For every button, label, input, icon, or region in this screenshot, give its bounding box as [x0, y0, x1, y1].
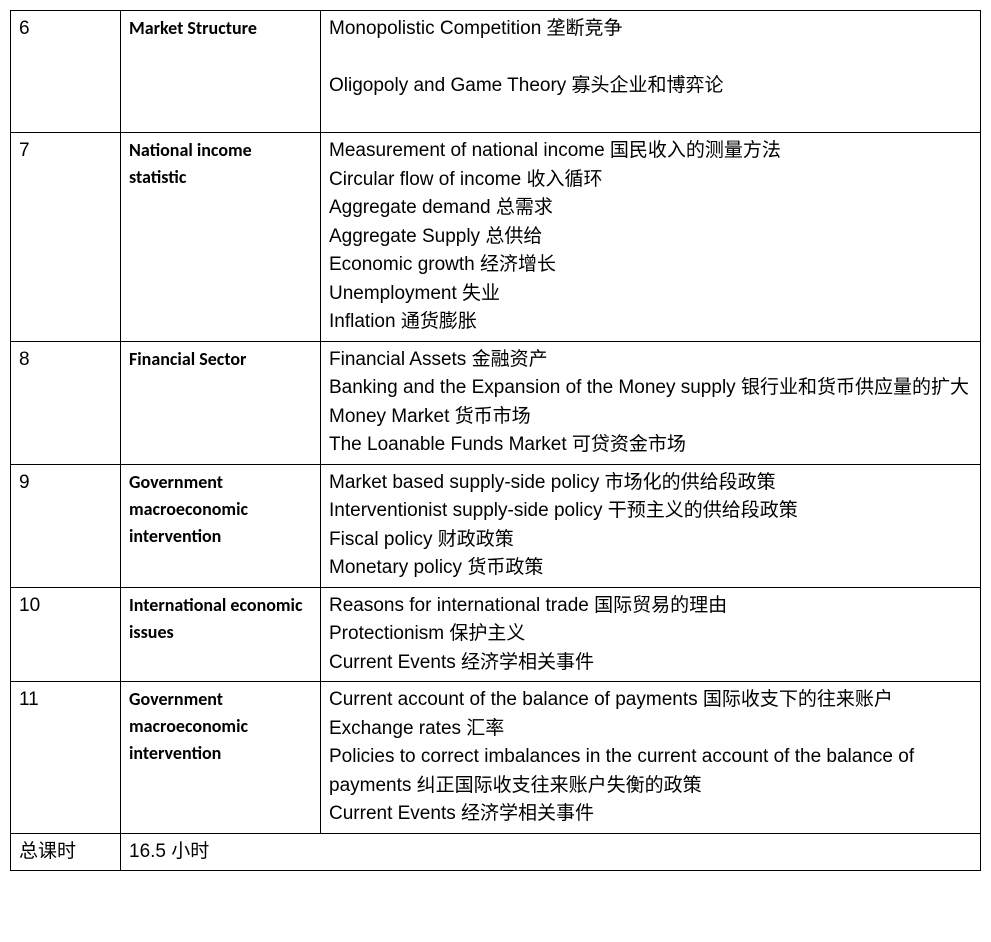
content-item: Monetary policy 货币政策 [329, 554, 972, 583]
row-number: 11 [11, 682, 121, 834]
table-row: 9Government macroeconomic intervention Ma… [11, 464, 981, 587]
row-number: 6 [11, 11, 121, 133]
syllabus-table: 6Market StructureMonopolistic Competitio… [10, 10, 981, 871]
content-item: Policies to correct imbalances in the cu… [329, 743, 972, 800]
row-number: 10 [11, 587, 121, 682]
content-item: Economic growth 经济增长 [329, 251, 972, 280]
row-topic: Government macroeconomic intervention [121, 682, 321, 834]
content-item: Current Events 经济学相关事件 [329, 649, 972, 678]
footer-label: 总课时 [11, 833, 121, 871]
row-number: 8 [11, 341, 121, 464]
table-row: 8Financial SectorFinancial Assets 金融资产Ba… [11, 341, 981, 464]
content-item: The Loanable Funds Market 可贷资金市场 [329, 431, 972, 460]
content-item: Interventionist supply-side policy 干预主义的… [329, 497, 972, 526]
row-topic: Market Structure [121, 11, 321, 133]
row-number: 7 [11, 133, 121, 342]
row-content: Measurement of national income 国民收入的测量方法… [321, 133, 981, 342]
row-content: Financial Assets 金融资产Banking and the Exp… [321, 341, 981, 464]
row-content: Monopolistic Competition 垄断竞争 Oligopoly a… [321, 11, 981, 133]
row-number: 9 [11, 464, 121, 587]
content-item: Measurement of national income 国民收入的测量方法 [329, 137, 972, 166]
content-item: Current account of the balance of paymen… [329, 686, 972, 715]
content-item: Oligopoly and Game Theory 寡头企业和博弈论 [329, 72, 972, 101]
content-item: Protectionism 保护主义 [329, 620, 972, 649]
content-item: Financial Assets 金融资产 [329, 346, 972, 375]
content-item: Banking and the Expansion of the Money s… [329, 374, 972, 403]
row-content: Current account of the balance of paymen… [321, 682, 981, 834]
content-item: Fiscal policy 财政政策 [329, 526, 972, 555]
content-item: Current Events 经济学相关事件 [329, 800, 972, 829]
row-topic: National income statistic [121, 133, 321, 342]
row-topic: International economic issues [121, 587, 321, 682]
content-item: Unemployment 失业 [329, 280, 972, 309]
table-row: 7National income statisticMeasurement of… [11, 133, 981, 342]
content-item: Monopolistic Competition 垄断竞争 [329, 15, 972, 44]
table-row: 6Market StructureMonopolistic Competitio… [11, 11, 981, 133]
table-row: 10International economic issuesReasons f… [11, 587, 981, 682]
content-item: Circular flow of income 收入循环 [329, 166, 972, 195]
content-item: Aggregate Supply 总供给 [329, 223, 972, 252]
content-item: Exchange rates 汇率 [329, 715, 972, 744]
row-topic: Government macroeconomic intervention [121, 464, 321, 587]
table-footer-row: 总课时16.5 小时 [11, 833, 981, 871]
table-row: 11Government macroeconomic intervention C… [11, 682, 981, 834]
content-item: Market based supply-side policy 市场化的供给段政… [329, 469, 972, 498]
content-item: Inflation 通货膨胀 [329, 308, 972, 337]
footer-value: 16.5 小时 [121, 833, 981, 871]
content-item: Aggregate demand 总需求 [329, 194, 972, 223]
row-content: Market based supply-side policy 市场化的供给段政… [321, 464, 981, 587]
content-item: Reasons for international trade 国际贸易的理由 [329, 592, 972, 621]
row-topic: Financial Sector [121, 341, 321, 464]
content-item: Money Market 货币市场 [329, 403, 972, 432]
row-content: Reasons for international trade 国际贸易的理由P… [321, 587, 981, 682]
